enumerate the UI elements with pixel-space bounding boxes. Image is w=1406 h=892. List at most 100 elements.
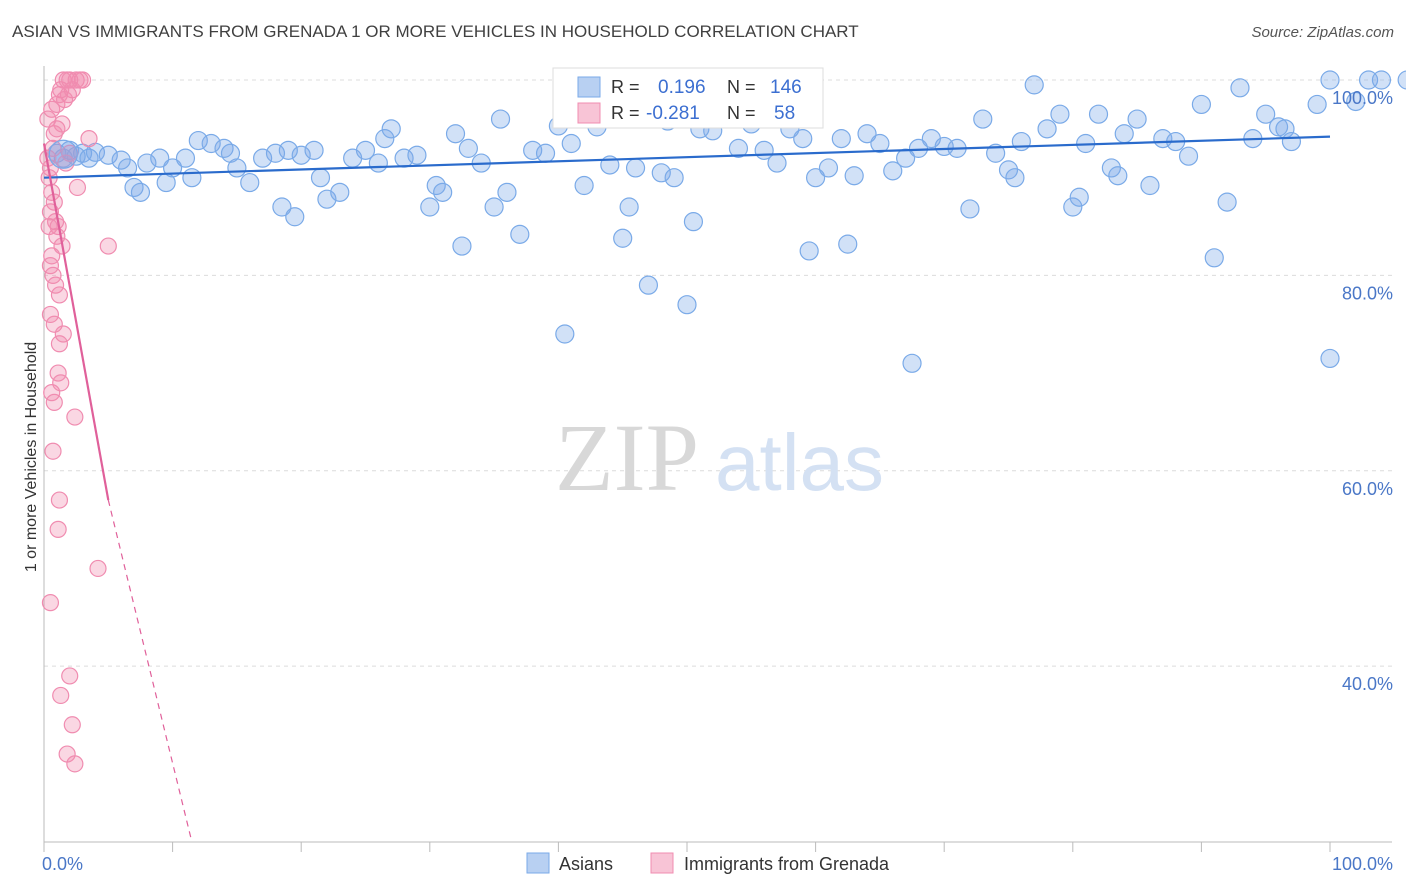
asians-point-77 <box>793 129 813 149</box>
asians-point-95 <box>986 143 1006 163</box>
asians-point-53 <box>535 143 556 163</box>
chart-title: ASIAN VS IMMIGRANTS FROM GRENADA 1 OR MO… <box>12 22 859 41</box>
asians-point-45 <box>452 236 472 256</box>
grenada-point-29 <box>54 325 72 343</box>
grenada-point-26 <box>50 286 69 304</box>
asians-point-51 <box>510 224 530 244</box>
asians-point-100 <box>1037 119 1057 139</box>
asians-point-22 <box>227 158 247 178</box>
asians-point-108 <box>1114 124 1134 144</box>
grenada-point-51 <box>53 115 71 133</box>
asians-point-84 <box>857 124 877 144</box>
asians-point-105 <box>1088 104 1109 124</box>
asians-point-68 <box>683 212 704 232</box>
asians-point-9 <box>117 158 138 178</box>
grenada-point-37 <box>50 491 69 509</box>
asians-point-31 <box>310 168 331 188</box>
asians-point-113 <box>1178 146 1199 166</box>
asians-point-115 <box>1204 248 1224 268</box>
trend-lines <box>42 135 1331 843</box>
grenada-point-42 <box>52 686 70 705</box>
asians-point-114 <box>1191 94 1212 115</box>
asians-point-26 <box>272 197 292 217</box>
asians-point-94 <box>973 109 993 129</box>
asians-point-23 <box>240 172 260 193</box>
stat-r-label-1: R = <box>611 77 640 97</box>
grenada-trend-line-dashed <box>107 499 193 843</box>
grenada-point-35 <box>66 408 84 426</box>
asians-point-98 <box>1011 131 1031 152</box>
stat-r-label-2: R = <box>611 103 640 123</box>
grenada-point-39 <box>89 559 107 578</box>
asians-point-55 <box>555 324 575 344</box>
asians-point-109 <box>1127 109 1147 129</box>
asians-point-43 <box>433 182 453 202</box>
grenada-point-36 <box>44 442 62 460</box>
asians-point-116 <box>1217 192 1237 212</box>
asians-point-82 <box>838 234 858 254</box>
legend-label-asians: Asians <box>559 854 613 874</box>
asians-point-17 <box>182 168 202 188</box>
asians-point-41 <box>420 197 440 217</box>
asians-point-13 <box>150 148 170 168</box>
asians-point-85 <box>870 133 890 154</box>
stat-n-value-1: 146 <box>770 77 802 98</box>
grenada-point-57 <box>40 217 58 236</box>
asians-point-62 <box>625 158 646 178</box>
asians-point-cluster <box>48 139 78 169</box>
y-tick-label-2: 60.0% <box>1342 479 1393 499</box>
stat-n-label-2: N = <box>727 103 756 123</box>
asians-point-11 <box>130 182 151 202</box>
asians-point-44 <box>445 124 466 144</box>
grenada-point-38 <box>49 520 67 538</box>
asians-point-46 <box>458 138 478 158</box>
grenada-point-47 <box>43 100 61 118</box>
y-tick-label-3: 40.0% <box>1342 674 1393 694</box>
asians-point-35 <box>355 140 376 160</box>
asians-point-88 <box>902 353 922 373</box>
asians-point-103 <box>1069 187 1089 207</box>
asians-point-56 <box>561 133 581 154</box>
grenada-point-33 <box>43 384 61 402</box>
asians-point-30 <box>304 140 324 160</box>
grenada-point-45 <box>66 755 84 773</box>
asians-point-67 <box>677 295 697 315</box>
source-label: Source: ZipAtlas.com <box>1251 24 1394 41</box>
grenada-point-52 <box>80 130 98 148</box>
asians-point-86 <box>883 161 903 181</box>
asians-point-110 <box>1140 175 1160 196</box>
grenada-point-56 <box>68 178 87 197</box>
grenada-point-30 <box>50 335 69 353</box>
asians-point-19 <box>201 133 221 154</box>
asians-point-38 <box>381 119 401 139</box>
asians-point-60 <box>613 228 633 248</box>
asians-trend-line <box>43 135 1331 179</box>
watermark: ZIP atlas <box>555 404 884 511</box>
legend-label-grenada: Immigrants from Grenada <box>684 854 890 874</box>
asians-point-27 <box>278 140 298 160</box>
asians-point-29 <box>291 145 311 165</box>
asians-point-50 <box>497 182 517 202</box>
asians-point-75 <box>767 153 787 173</box>
asians-point-89 <box>908 138 929 158</box>
asians-point-101 <box>1050 104 1070 124</box>
asians-point-99 <box>1024 75 1044 95</box>
asians-point-33 <box>330 182 350 202</box>
asians-point-78 <box>799 241 819 261</box>
asians-point-107 <box>1108 166 1128 186</box>
asians-point-63 <box>638 275 659 295</box>
asians-point-49 <box>490 109 511 129</box>
asians-point-7 <box>98 145 118 165</box>
asians-point-119 <box>1256 104 1276 124</box>
grenada-point-17 <box>41 203 60 221</box>
grenada-trend-line <box>42 143 110 501</box>
stats-legend-box: R = 0.196 N = 146 R = -0.281 N = 58 <box>552 67 824 129</box>
y-tick-label-1: 80.0% <box>1342 283 1393 303</box>
asians-point-93 <box>960 199 980 219</box>
asians-point-127 <box>1371 70 1392 90</box>
asians-point-40 <box>407 145 427 165</box>
asians-point-96 <box>998 160 1019 180</box>
stat-r-value-1: 0.196 <box>658 77 706 98</box>
stat-n-label-1: N = <box>727 77 756 97</box>
